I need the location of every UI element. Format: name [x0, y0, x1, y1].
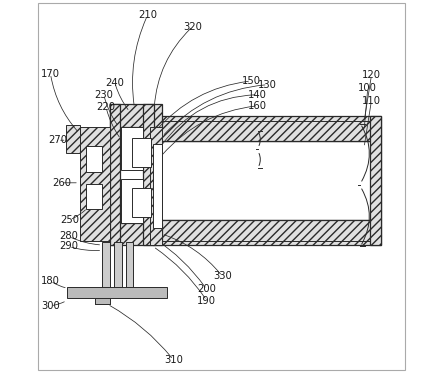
- Text: 210: 210: [138, 10, 157, 21]
- Bar: [153, 144, 162, 228]
- Bar: [132, 188, 151, 217]
- Bar: [80, 207, 110, 217]
- Text: 310: 310: [164, 355, 183, 365]
- Text: 280: 280: [59, 232, 78, 241]
- Text: 110: 110: [362, 95, 381, 106]
- Text: 160: 160: [248, 101, 267, 111]
- Bar: [369, 116, 381, 245]
- Text: 100: 100: [358, 84, 377, 93]
- Bar: [153, 116, 381, 141]
- Text: 120: 120: [362, 70, 381, 81]
- Text: 190: 190: [197, 295, 216, 305]
- Bar: [86, 146, 102, 172]
- Text: 240: 240: [105, 78, 124, 88]
- Text: 140: 140: [249, 90, 267, 100]
- Text: 320: 320: [183, 22, 202, 32]
- Text: 170: 170: [41, 69, 60, 79]
- Text: 150: 150: [241, 76, 260, 86]
- Text: 300: 300: [41, 301, 60, 311]
- Bar: [121, 179, 143, 223]
- Bar: [80, 133, 110, 143]
- Text: 250: 250: [60, 215, 79, 225]
- Bar: [114, 242, 121, 288]
- Bar: [95, 298, 110, 304]
- Text: 180: 180: [41, 276, 60, 286]
- Bar: [121, 126, 143, 170]
- Bar: [132, 138, 151, 166]
- Bar: [86, 184, 102, 210]
- Bar: [151, 126, 162, 245]
- Bar: [110, 104, 120, 245]
- Text: 230: 230: [94, 90, 113, 100]
- Bar: [143, 104, 154, 245]
- Text: 330: 330: [213, 271, 232, 281]
- Bar: [126, 242, 133, 288]
- Bar: [153, 220, 381, 245]
- Text: 130: 130: [258, 80, 277, 90]
- Bar: [153, 141, 381, 220]
- Bar: [66, 125, 80, 153]
- Text: 270: 270: [48, 135, 67, 145]
- Text: 220: 220: [97, 102, 116, 112]
- Bar: [110, 223, 162, 245]
- Bar: [67, 287, 167, 298]
- Bar: [102, 242, 110, 288]
- Text: 260: 260: [52, 178, 71, 188]
- Bar: [80, 126, 110, 241]
- Bar: [110, 104, 162, 126]
- Text: 200: 200: [197, 285, 216, 294]
- Text: 290: 290: [59, 241, 78, 251]
